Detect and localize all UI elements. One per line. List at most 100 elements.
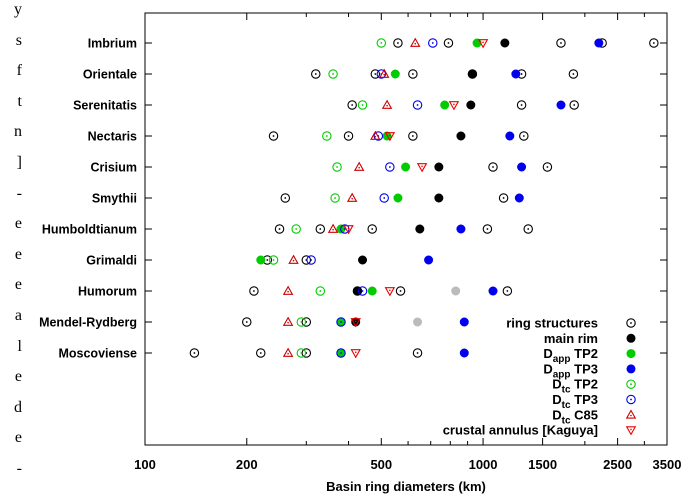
point-ring-structures-grimaldi xyxy=(301,255,312,265)
x-tick-label: 200 xyxy=(236,457,258,472)
basin-label-smythii: Smythii xyxy=(92,192,137,206)
point-d-tc-tp3-grimaldi xyxy=(306,255,316,265)
point-d-tc-tp2-humboldtianum xyxy=(291,224,301,234)
point-d-app-tp3-grimaldi xyxy=(424,255,434,265)
point-d-tc-tp3-mendel-rydberg xyxy=(336,317,346,327)
basin-label-orientale: Orientale xyxy=(83,68,137,82)
page-edge-glyph: ] xyxy=(16,154,22,171)
data-points xyxy=(189,37,659,359)
point-d-app-tp3-moscoviense xyxy=(459,348,469,358)
point-d-tc-c85-humboldtianum xyxy=(327,223,339,233)
point-crustal-annulus-kaguya-crisium xyxy=(416,163,428,173)
legend-marker-d-app-tp2 xyxy=(626,349,636,359)
point-ring-structures-humboldtianum xyxy=(367,224,377,234)
point-main-rim-humorum xyxy=(352,286,362,296)
point-ring-structures-imbrium xyxy=(556,38,566,48)
x-tick-label: 3500 xyxy=(653,457,682,472)
point-d-tc-c85-serenitatis xyxy=(381,99,393,109)
point-d-app-tp2-smythii xyxy=(393,193,403,203)
page-edge-glyph: e xyxy=(14,276,22,294)
x-tick-label: 500 xyxy=(370,457,392,472)
point-d-app-tp3-smythii xyxy=(514,193,524,203)
point-ring-structures-imbrium xyxy=(393,38,403,48)
basin-label-imbrium: Imbrium xyxy=(88,37,137,51)
basin-label-humboldtianum: Humboldtianum xyxy=(42,223,137,237)
point-d-tc-c85-grimaldi xyxy=(288,254,299,264)
point-ring-structures-humboldtianum xyxy=(523,224,533,234)
page-edge-glyph: n xyxy=(14,123,22,141)
basin-label-humorum: Humorum xyxy=(78,285,137,299)
point-ring-structures-serenitatis xyxy=(569,100,579,110)
point-unlabeled-humorum xyxy=(451,286,461,296)
basin-label-crisium: Crisium xyxy=(90,161,137,175)
point-d-tc-c85-humorum xyxy=(282,285,294,295)
legend-label-d-tc-c85: Dtc C85 xyxy=(552,407,598,426)
point-crustal-annulus-kaguya-humboldtianum xyxy=(343,225,354,235)
point-d-app-tp3-nectaris xyxy=(505,131,515,141)
point-ring-structures-moscoviense xyxy=(412,348,423,358)
legend-label-d-app-tp3: Dapp TP3 xyxy=(543,361,598,380)
legend-marker-d-tc-tp3 xyxy=(626,394,636,405)
point-d-tc-tp2-mendel-rydberg xyxy=(296,317,307,327)
point-ring-structures-crisium xyxy=(488,162,498,172)
legend-marker-crustal-annulus-kaguya xyxy=(625,426,637,436)
page-edge-glyph: t xyxy=(17,92,22,110)
page-edge-glyph: e xyxy=(14,368,22,386)
point-d-tc-tp2-serenitatis xyxy=(357,100,368,110)
point-ring-structures-nectaris xyxy=(519,131,529,141)
point-d-app-tp3-serenitatis xyxy=(556,100,566,110)
point-d-app-tp3-humboldtianum xyxy=(456,224,466,234)
point-main-rim-crisium xyxy=(434,162,444,172)
x-axis: 100 200 500 1000 1500 2500 3500 xyxy=(134,13,681,472)
point-d-tc-tp2-humorum xyxy=(315,286,326,296)
point-ring-structures-moscoviense xyxy=(256,348,266,358)
legend-label-crustal-annulus-kaguya: crustal annulus [Kaguya] xyxy=(443,423,598,438)
page-edge-glyph: - xyxy=(16,460,22,477)
page-edge-glyph: l xyxy=(17,337,22,355)
point-d-app-tp2-orientale xyxy=(390,69,400,79)
point-d-app-tp3-crisium xyxy=(517,162,527,172)
point-crustal-annulus-kaguya-mendel-rydberg xyxy=(350,318,361,328)
point-d-tc-tp2-grimaldi xyxy=(268,255,279,265)
point-ring-structures-orientale xyxy=(311,69,321,79)
legend-marker-d-tc-tp2 xyxy=(626,379,636,389)
x-tick-label: 1500 xyxy=(528,457,557,472)
point-d-app-tp3-orientale xyxy=(511,69,521,79)
point-ring-structures-nectaris xyxy=(343,131,354,141)
page-edge-glyph: s xyxy=(15,31,22,49)
point-d-tc-c85-imbrium xyxy=(409,37,421,47)
page-edge-glyph: e xyxy=(14,245,22,263)
point-ring-structures-orientale xyxy=(370,69,381,79)
point-ring-structures-mendel-rydberg xyxy=(301,317,312,327)
point-main-rim-grimaldi xyxy=(358,255,368,265)
point-d-tc-tp3-moscoviense xyxy=(336,348,346,358)
point-d-app-tp3-mendel-rydberg xyxy=(459,317,469,327)
point-main-rim-smythii xyxy=(434,193,444,203)
point-d-tc-tp2-imbrium xyxy=(376,38,387,48)
page-edge-glyph: e xyxy=(14,429,22,447)
legend-label-ring-structures: ring structures xyxy=(506,316,598,331)
point-main-rim-humboldtianum xyxy=(415,224,425,234)
point-ring-structures-crisium xyxy=(542,162,553,172)
legend-label-d-tc-tp2: Dtc TP2 xyxy=(552,377,598,396)
point-d-tc-tp3-imbrium xyxy=(428,38,438,48)
legend-label-main-rim: main rim xyxy=(544,331,598,346)
point-main-rim-nectaris xyxy=(456,131,466,141)
page-edge-glyph: e xyxy=(14,215,22,233)
point-d-app-tp2-serenitatis xyxy=(440,100,450,110)
basin-label-grimaldi: Grimaldi xyxy=(86,254,137,268)
point-ring-structures-nectaris xyxy=(408,131,418,141)
point-d-app-tp3-imbrium xyxy=(594,38,604,48)
point-d-tc-c85-crisium xyxy=(353,161,365,171)
point-d-tc-tp3-crisium xyxy=(385,162,395,172)
page-edge-glyph: y xyxy=(14,1,22,18)
point-d-tc-c85-nectaris xyxy=(370,130,381,140)
point-d-app-tp2-crisium xyxy=(401,162,411,172)
legend-label-d-app-tp2: Dapp TP2 xyxy=(543,346,598,365)
legend-marker-d-tc-c85 xyxy=(625,409,637,419)
page-edge-glyph: f xyxy=(16,62,22,80)
point-ring-structures-imbrium xyxy=(649,38,659,48)
point-ring-structures-moscoviense xyxy=(189,348,200,358)
page-edge-glyph: d xyxy=(14,398,22,416)
